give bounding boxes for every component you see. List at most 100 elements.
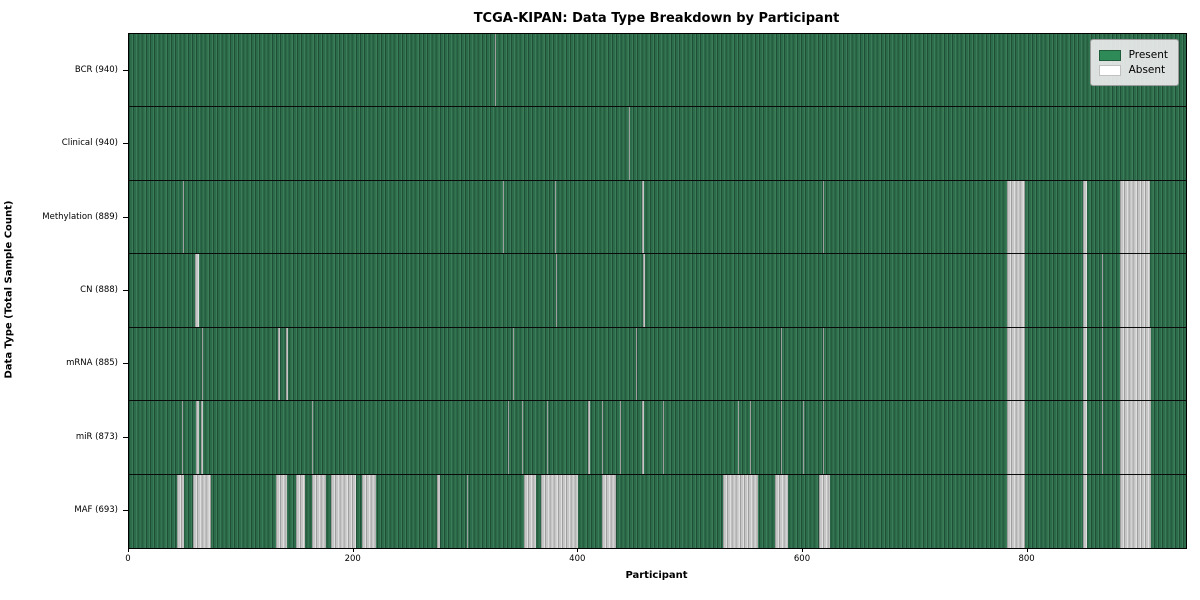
absent-stripe [1082,327,1088,401]
heatmap-row-clinical [129,107,1186,181]
y-tick-label: BCR (940) [74,64,118,75]
absent-stripe [737,401,740,474]
absent-stripe [780,327,782,401]
x-tick-label: 200 [344,554,361,564]
x-tick-mark [802,548,803,552]
absent-stripe [1082,254,1088,327]
plot-area: Present Absent [128,33,1187,549]
absent-stripe [296,474,306,548]
absent-stripe [513,327,515,401]
x-tick-mark [128,548,129,552]
y-tick-label: CN (888) [80,285,118,295]
absent-stripe [823,327,825,401]
legend-label-present: Present [1128,49,1168,61]
absent-stripe [436,474,441,548]
absent-stripe [522,401,524,474]
absent-stripe [601,474,617,548]
absent-stripe [507,401,509,474]
absent-stripe [546,401,549,474]
y-tick-mark [123,363,128,365]
absent-stripe [202,327,204,401]
absent-stripe [193,474,211,548]
y-tick-mark [123,436,128,438]
absent-stripe [774,474,789,548]
absent-stripe [286,327,288,401]
absent-stripe [1119,474,1152,548]
absent-stripe [276,474,288,548]
y-tick-label: Methylation (889) [42,211,118,222]
absent-stripe [588,401,590,474]
absent-stripe [361,474,377,548]
x-tick-label: 600 [793,554,811,564]
y-tick-mark [123,290,128,291]
legend-label-absent: Absent [1128,64,1166,76]
legend-entry-present: Present [1098,49,1168,61]
absent-stripe [200,401,204,474]
absent-stripe [278,327,280,401]
x-tick-label: 0 [125,554,131,564]
absent-stripe [601,401,604,474]
x-tick-mark [352,548,354,552]
y-tick-mark [123,69,128,71]
absent-stripe [1007,327,1026,401]
x-tick-label: 800 [1018,554,1035,564]
absent-swatch-icon [1098,64,1121,76]
absent-stripe [643,254,645,327]
x-tick-mark [1026,548,1028,552]
legend: Present Absent [1089,39,1179,86]
absent-stripe [1101,254,1104,327]
absent-stripe [818,474,830,548]
y-tick-label: MAF (693) [74,505,118,516]
heatmap-row-maf [129,474,1186,548]
absent-stripe [750,401,752,474]
absent-stripe [1119,180,1151,254]
absent-stripe [524,474,536,548]
y-tick-mark [123,510,128,512]
heatmap-row-methylation [129,180,1186,255]
x-tick-mark [577,548,579,552]
absent-stripe [1007,254,1026,327]
absent-stripe [495,34,497,107]
absent-stripe [723,474,759,548]
y-tick-label: Clinical (940) [61,138,118,149]
absent-stripe [635,327,637,401]
absent-stripe [331,474,356,548]
absent-stripe [1082,401,1088,474]
absent-stripe [823,401,825,474]
heatmap-row-bcr [129,34,1186,108]
y-tick-label: mRNA (885) [66,358,118,369]
y-tick-mark [123,216,128,218]
absent-stripe [554,180,557,254]
absent-stripe [467,474,469,548]
absent-stripe [181,401,184,474]
x-tick-label: 400 [569,554,586,564]
y-tick-label: miR (873) [75,431,118,442]
absent-stripe [1101,401,1104,474]
absent-stripe [642,180,644,254]
absent-stripe [541,474,579,548]
absent-stripe [555,254,558,327]
present-swatch-icon [1098,49,1121,61]
y-axis-label: Data Type (Total Sample Count) [3,200,15,379]
absent-stripe [1007,180,1026,254]
heatmap-row-cn [129,254,1186,328]
absent-stripe [1082,180,1088,254]
absent-stripe [619,401,622,474]
absent-stripe [312,474,326,548]
absent-stripe [802,401,805,474]
chart-title: TCGA-KIPAN: Data Type Breakdown by Parti… [473,11,840,26]
absent-stripe [1119,327,1152,401]
absent-stripe [1007,474,1026,548]
heatmap-row-mrna [129,327,1186,402]
absent-stripe [1119,401,1152,474]
absent-stripe [1082,474,1088,548]
y-tick-mark [123,143,128,145]
absent-stripe [823,180,825,254]
absent-stripe [780,401,782,474]
absent-stripe [628,107,631,180]
absent-stripe [1119,254,1151,327]
absent-stripe [1101,327,1104,401]
absent-stripe [503,180,505,254]
absent-stripe [177,474,185,548]
